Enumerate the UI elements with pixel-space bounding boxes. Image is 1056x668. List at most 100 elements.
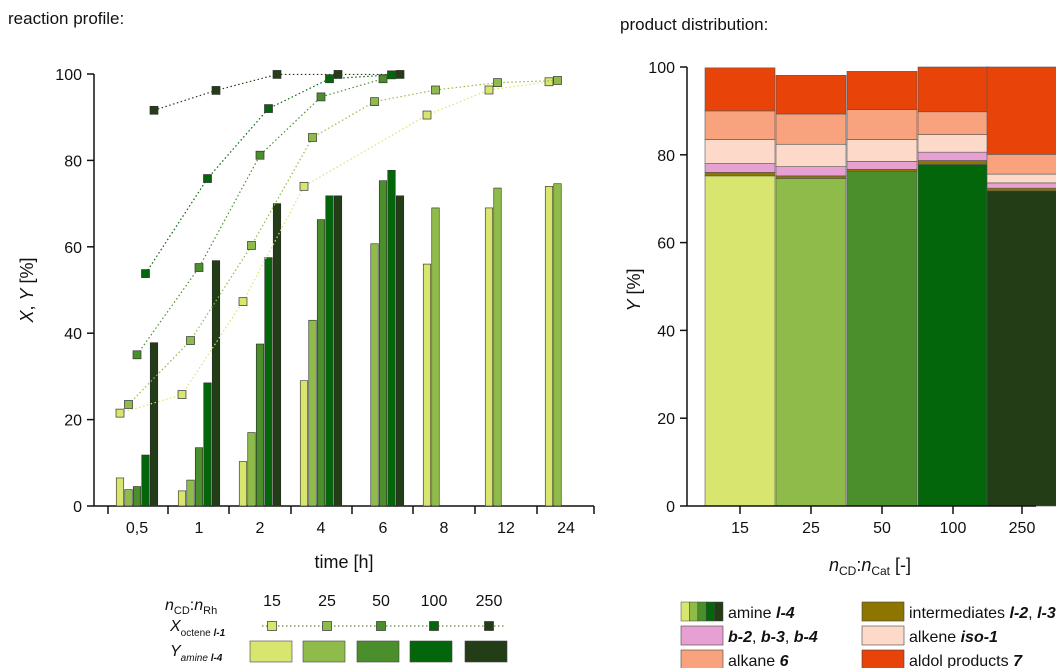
- legend-label-amine: amine l-4: [728, 605, 795, 622]
- x-tick-label: 4: [317, 520, 326, 537]
- yield-bar: [299, 380, 309, 507]
- legend-ratio-label: 250: [476, 593, 503, 610]
- x-tick-label: 8: [440, 520, 449, 537]
- legend-swatch-amine-part: [705, 601, 715, 622]
- stacked-segment-intermediates: [986, 187, 1056, 192]
- x-tick-label: 250: [1009, 520, 1036, 537]
- conversion-marker: [141, 269, 150, 278]
- stacked-segment-aldol: [704, 67, 776, 112]
- y-tick-label: 40: [657, 323, 675, 340]
- x-tick-label: 1: [195, 520, 204, 537]
- legend-conversion-marker: [429, 621, 439, 631]
- yield-bar: [194, 447, 204, 507]
- conversion-marker: [238, 297, 248, 307]
- conversion-marker: [272, 70, 282, 79]
- yield-bar: [124, 489, 133, 507]
- y-tick-label: 20: [64, 413, 82, 430]
- stacked-segment-alkene: [846, 139, 918, 162]
- stacked-segment-amine: [917, 164, 989, 507]
- yield-bar: [370, 243, 379, 507]
- legend-yield-swatch: [464, 640, 508, 663]
- yield-bar: [387, 170, 396, 507]
- x-tick-label: 25: [802, 520, 820, 537]
- stacked-segment-branched: [986, 182, 1056, 189]
- conversion-marker: [132, 350, 142, 360]
- stacked-segment-amine: [775, 178, 847, 507]
- conversion-marker: [264, 104, 273, 113]
- y-axis-label: Y [%]: [624, 268, 644, 311]
- legend-swatch-amine-part: [689, 601, 699, 622]
- conversion-marker: [186, 336, 195, 345]
- yield-bar: [395, 195, 405, 507]
- legend-conversion-marker: [267, 621, 277, 631]
- conversion-marker: [378, 74, 388, 84]
- conversion-marker: [149, 105, 159, 115]
- legend-yield-swatch: [302, 640, 346, 663]
- conversion-trend-line: [136, 78, 384, 356]
- yield-bar: [238, 461, 248, 507]
- legend-swatch-branched: [680, 625, 724, 646]
- stacked-segment-alkane: [917, 111, 989, 135]
- x-tick-label: 2: [256, 520, 265, 537]
- stacked-segment-intermediates: [775, 175, 847, 179]
- x-tick-label: 12: [497, 520, 515, 537]
- yield-bar: [186, 479, 195, 507]
- legend-label-aldol: aldol products 7: [909, 653, 1023, 668]
- stacked-segment-intermediates: [704, 172, 776, 177]
- conversion-marker: [395, 70, 405, 79]
- conversion-marker: [247, 241, 256, 250]
- legend-label-intermediates: intermediates l-2, l-3: [909, 605, 1056, 622]
- legend-yield-swatch: [356, 640, 400, 663]
- yield-bar: [378, 180, 388, 507]
- conversion-marker: [484, 85, 494, 95]
- y-tick-label: 80: [657, 148, 675, 165]
- yield-bar: [431, 207, 440, 507]
- conversion-marker: [316, 92, 326, 102]
- conversion-marker: [299, 181, 309, 191]
- legend-label-branched: b-2, b-3, b-4: [728, 629, 818, 646]
- stacked-segment-alkane: [986, 154, 1056, 175]
- conversion-marker: [203, 174, 212, 183]
- conversion-marker: [308, 133, 317, 142]
- legend-label-alkene: alkene iso-1: [909, 629, 998, 646]
- conversion-trend-line: [153, 73, 400, 111]
- conversion-marker: [333, 70, 343, 79]
- conversion-marker: [194, 263, 204, 272]
- legend-swatch-alkene: [861, 625, 905, 646]
- y-tick-label: 80: [64, 153, 82, 170]
- conversion-marker: [387, 70, 396, 80]
- legend-conversion-label: Xoctene l-1: [169, 618, 226, 639]
- x-tick-label: 6: [379, 520, 388, 537]
- stacked-segment-branched: [704, 163, 776, 173]
- conversion-marker: [370, 97, 379, 106]
- legend-ratio-label: 50: [372, 593, 390, 610]
- yield-bar: [132, 486, 142, 507]
- stacked-segment-aldol: [775, 75, 847, 115]
- stacked-segment-aldol: [986, 66, 1056, 155]
- yield-bar: [255, 343, 265, 507]
- stacked-segment-amine: [846, 171, 918, 507]
- legend-ratio-label: 15: [263, 593, 281, 610]
- stacked-segment-intermediates: [846, 168, 918, 172]
- y-tick-label: 60: [657, 236, 675, 253]
- y-tick-label: 0: [73, 499, 82, 516]
- legend-conversion-marker: [484, 621, 494, 631]
- legend-swatch-amine-part: [714, 601, 724, 622]
- legend-ratio-label: 25: [318, 593, 336, 610]
- stacked-segment-branched: [846, 161, 918, 170]
- y-tick-label: 60: [64, 240, 82, 257]
- yield-bar: [325, 195, 334, 507]
- x-tick-label: 50: [873, 520, 891, 537]
- x-tick-label: 24: [557, 520, 575, 537]
- yield-bar: [177, 490, 187, 507]
- conversion-marker: [544, 77, 554, 87]
- stacked-segment-branched: [775, 166, 847, 177]
- legend-ratio-label: 100: [421, 593, 448, 610]
- y-tick-label: 100: [55, 67, 82, 84]
- conversion-marker: [211, 86, 221, 95]
- yield-bar: [553, 183, 562, 507]
- stacked-segment-alkane: [704, 110, 776, 140]
- legend-swatch-amine-part: [697, 601, 707, 622]
